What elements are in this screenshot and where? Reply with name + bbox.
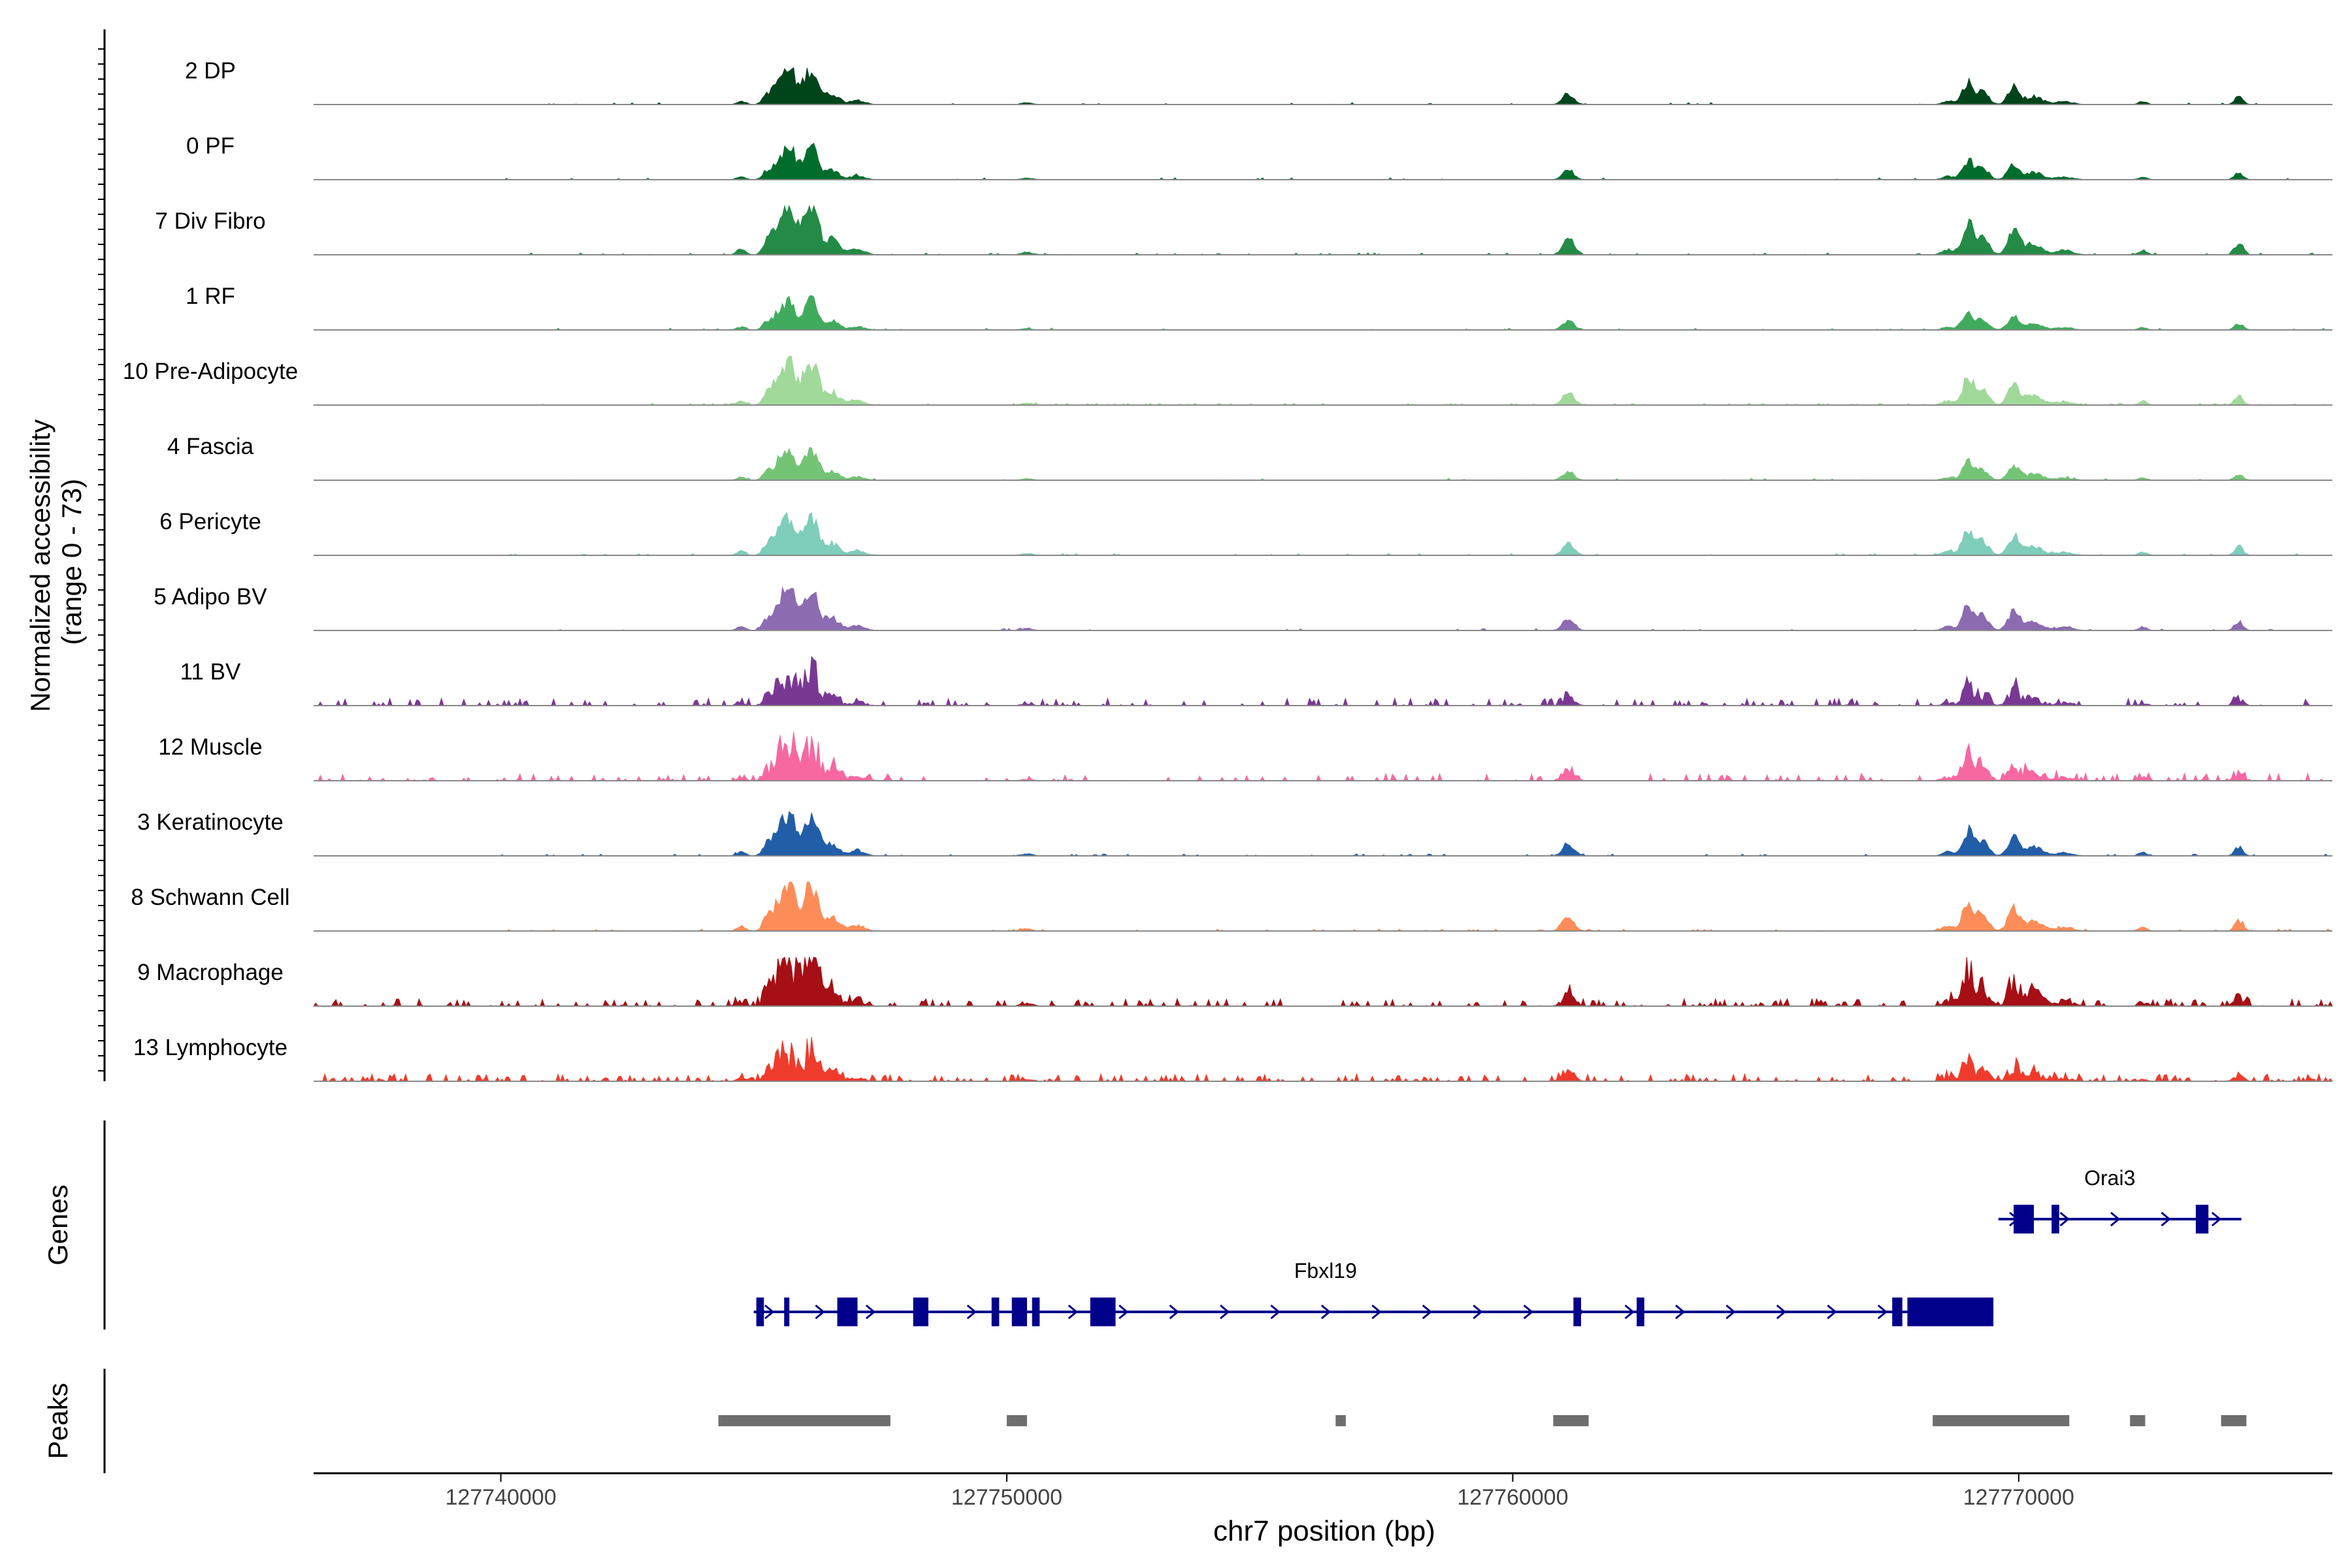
- strand-arrow: [1320, 1304, 1331, 1320]
- gene-track: Fbxl19 Orai3: [753, 1166, 2242, 1326]
- x-tick-label: 127740000: [445, 1485, 556, 1510]
- track-label: 7 Div Fibro: [155, 208, 265, 234]
- peak-track: [718, 1415, 2247, 1426]
- peak-region: [2130, 1415, 2146, 1426]
- track-label: 4 Fascia: [167, 434, 254, 459]
- strand-arrow: [1473, 1304, 1483, 1320]
- track-label: 0 PF: [186, 133, 235, 159]
- gene-exon: [913, 1298, 928, 1326]
- x-tick-label: 127750000: [951, 1485, 1062, 1510]
- gene-label: Orai3: [2084, 1166, 2135, 1190]
- gene-exon: [1090, 1298, 1116, 1326]
- track-label: 8 Schwann Cell: [131, 885, 289, 910]
- strand-arrow: [1725, 1304, 1736, 1320]
- y-axis-label-line1: Normalized accessibility: [25, 419, 56, 712]
- track-12: 9 Macrophage: [137, 956, 2333, 1007]
- strand-arrow: [1827, 1304, 1837, 1320]
- peak-region: [718, 1415, 890, 1426]
- gene-exon: [2014, 1205, 2034, 1233]
- x-tick-label: 127760000: [1457, 1485, 1568, 1510]
- track-label: 3 Keratinocyte: [137, 809, 284, 835]
- gene-exon: [991, 1298, 1000, 1326]
- strand-arrow: [1270, 1304, 1281, 1320]
- strand-arrow: [865, 1304, 876, 1320]
- track-0: 2 DP: [185, 58, 2332, 105]
- gene-exon: [756, 1298, 764, 1326]
- strand-arrow: [966, 1304, 977, 1320]
- strand-arrow: [1068, 1304, 1078, 1320]
- track-label: 10 Pre-Adipocyte: [123, 359, 298, 384]
- genes-panel-label: Genes: [42, 1184, 73, 1266]
- strand-arrow: [1371, 1304, 1382, 1320]
- y-axis-label: Normalized accessibility (range 0 - 73): [25, 412, 87, 712]
- strand-arrow: [1523, 1304, 1533, 1320]
- x-tick-label: 127770000: [1963, 1485, 2074, 1510]
- strand-arrow: [2211, 1211, 2222, 1227]
- strand-arrow: [1169, 1304, 1179, 1320]
- track-label: 1 RF: [186, 284, 235, 309]
- peaks-panel-label: Peaks: [42, 1383, 73, 1460]
- gene-exon: [1011, 1298, 1027, 1326]
- strand-arrow: [1624, 1304, 1635, 1320]
- strand-arrow: [1220, 1304, 1230, 1320]
- gene-exon: [784, 1298, 790, 1326]
- track-9: 12 Muscle: [158, 731, 2332, 782]
- gene-exon: [2195, 1205, 2209, 1233]
- track-4: 10 Pre-Adipocyte: [123, 355, 2332, 406]
- track-5: 4 Fascia: [167, 434, 2332, 481]
- y-axis-label-line2: (range 0 - 73): [56, 479, 87, 645]
- strand-arrow: [1877, 1304, 1888, 1320]
- x-axis-ticks: 127740000 127750000 127760000 127770000: [445, 1473, 2074, 1510]
- track-7: 5 Adipo BV: [154, 584, 2332, 631]
- gene-exon: [1573, 1298, 1581, 1326]
- track-label: 6 Pericyte: [159, 509, 261, 534]
- track-6: 6 Pericyte: [159, 509, 2332, 556]
- track-8: 11 BV: [180, 655, 2332, 707]
- peak-region: [1553, 1415, 1589, 1426]
- track-11: 8 Schwann Cell: [131, 881, 2333, 932]
- gene-fbxl19: Fbxl19: [753, 1259, 1994, 1326]
- track-3: 1 RF: [186, 284, 2332, 331]
- coverage-axis-ticks: [98, 48, 105, 1071]
- gene-exon: [1892, 1298, 1903, 1326]
- strand-arrow: [2110, 1211, 2121, 1227]
- track-1: 0 PF: [186, 133, 2332, 180]
- track-10: 3 Keratinocyte: [137, 809, 2332, 857]
- gene-exon: [1907, 1298, 1994, 1326]
- coverage-tracks: 2 DP 0 PF 7 Div Fibro 1 RF 10 Pre-Adipocyte 4…: [123, 58, 2334, 1083]
- strand-arrow: [2161, 1211, 2171, 1227]
- peak-region: [1933, 1415, 2070, 1426]
- gene-exon: [1637, 1298, 1644, 1326]
- track-2: 7 Div Fibro: [155, 204, 2332, 255]
- gene-label: Fbxl19: [1294, 1259, 1357, 1282]
- strand-arrow: [2059, 1211, 2070, 1227]
- x-axis-label: chr7 position (bp): [1213, 1515, 1435, 1547]
- track-label: 11 BV: [180, 659, 241, 685]
- peak-region: [1006, 1415, 1027, 1426]
- peak-region: [2221, 1415, 2247, 1426]
- strand-arrow: [1675, 1304, 1686, 1320]
- track-label: 12 Muscle: [158, 734, 263, 760]
- gene-exon: [2051, 1205, 2059, 1233]
- strand-arrow: [1119, 1304, 1129, 1320]
- strand-arrow: [1422, 1304, 1433, 1320]
- track-label: 9 Macrophage: [137, 960, 284, 985]
- gene-exon: [1032, 1298, 1040, 1326]
- track-label: 13 Lymphocyte: [133, 1035, 287, 1060]
- strand-arrow: [764, 1304, 775, 1320]
- strand-arrow: [815, 1304, 825, 1320]
- track-label: 5 Adipo BV: [154, 584, 267, 610]
- track-13: 13 Lymphocyte: [133, 1035, 2334, 1083]
- gene-exon: [837, 1298, 858, 1326]
- strand-arrow: [1776, 1304, 1787, 1320]
- peak-region: [1335, 1415, 1346, 1426]
- track-label: 2 DP: [185, 58, 236, 84]
- gene-orai3: Orai3: [1998, 1166, 2242, 1233]
